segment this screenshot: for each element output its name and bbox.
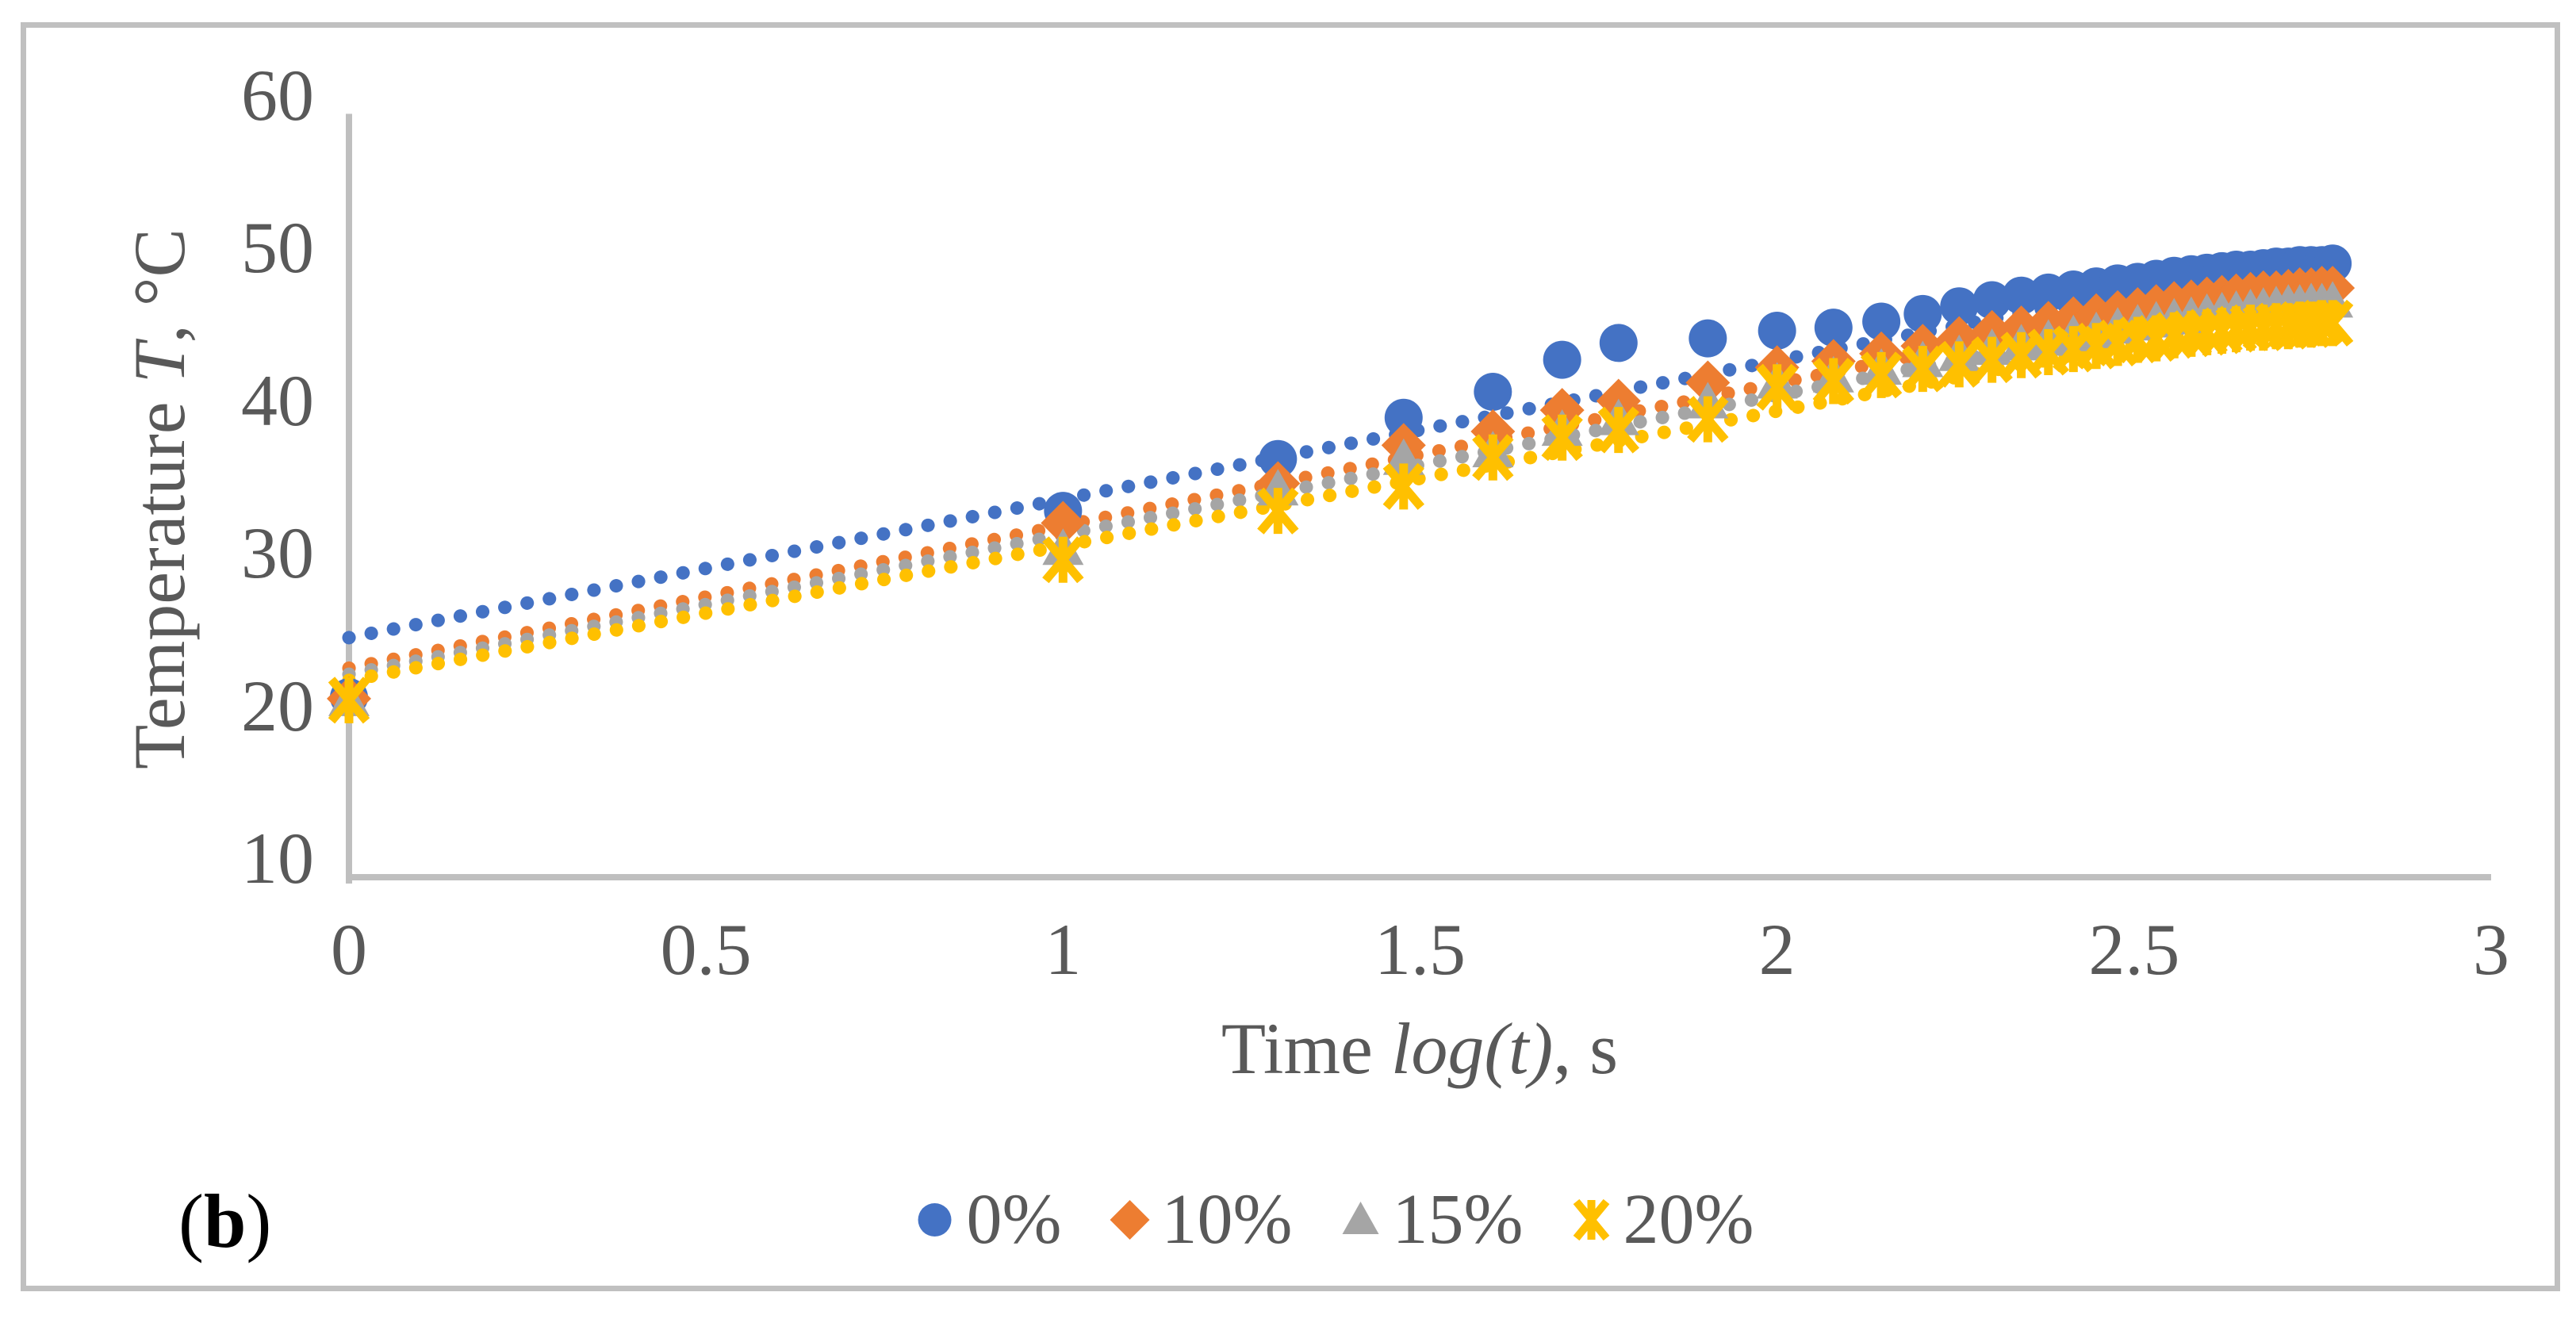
y-tick-label: 10 — [241, 818, 314, 899]
x-axis-title-unit: , s — [1553, 1008, 1619, 1089]
y-axis-title-italic: T — [119, 343, 200, 384]
chart-legend: 0% 10% 15% 20% — [913, 1184, 1754, 1256]
legend-item-20%: 20% — [1569, 1184, 1754, 1256]
legend-label: 15% — [1392, 1180, 1524, 1259]
y-axis-title-unit: , °C — [119, 228, 200, 343]
trendline-0% — [342, 246, 2340, 645]
legend-item-0%: 0% — [913, 1184, 1062, 1256]
y-tick-label: 50 — [241, 207, 314, 288]
x-tick-label: 1 — [1045, 909, 1082, 990]
x-tick-label: 0.5 — [660, 909, 752, 990]
panel-label: (b) — [178, 1183, 271, 1260]
x-tick-label: 2.5 — [2088, 909, 2180, 990]
y-tick-label: 60 — [241, 54, 314, 136]
y-tick-label: 30 — [241, 512, 314, 593]
x-tick-label: 1.5 — [1374, 909, 1466, 990]
legend-marker-circle-icon — [918, 1203, 952, 1237]
x-tick-label: 2 — [1758, 909, 1796, 990]
legend-item-10%: 10% — [1108, 1184, 1293, 1256]
y-axis-title: Temperature T, °C — [119, 228, 200, 769]
legend-label: 20% — [1623, 1180, 1754, 1259]
chart-plot-area — [327, 113, 2491, 884]
x-tick-label: 3 — [2472, 909, 2509, 990]
panel-label-letter: b — [203, 1179, 247, 1263]
x-axis-title-italic: log(t) — [1390, 1008, 1554, 1089]
series-20% — [328, 299, 2354, 724]
figure-border: Temperature T, °C Time log(t), s 10 20 30 4… — [21, 22, 2560, 1291]
legend-label: 10% — [1161, 1180, 1293, 1259]
x-axis-title: Time log(t), s — [1221, 1012, 1618, 1085]
legend-label: 0% — [966, 1180, 1062, 1259]
trendline-10% — [342, 266, 2340, 675]
y-axis-title-text: Temperature — [119, 383, 200, 769]
x-tick-label: 0 — [331, 909, 367, 990]
panel-label-open-paren: ( — [178, 1179, 204, 1263]
y-tick-label: 40 — [241, 359, 314, 441]
panel-label-close-paren: ) — [246, 1179, 272, 1263]
x-axis-title-text: Time — [1221, 1008, 1391, 1089]
legend-marker-diamond-icon — [1110, 1200, 1150, 1240]
legend-marker-triangle-icon — [1342, 1202, 1379, 1234]
legend-marker-star-icon — [1573, 1198, 1610, 1241]
legend-item-15%: 15% — [1339, 1180, 1524, 1259]
y-tick-label: 20 — [241, 665, 314, 746]
